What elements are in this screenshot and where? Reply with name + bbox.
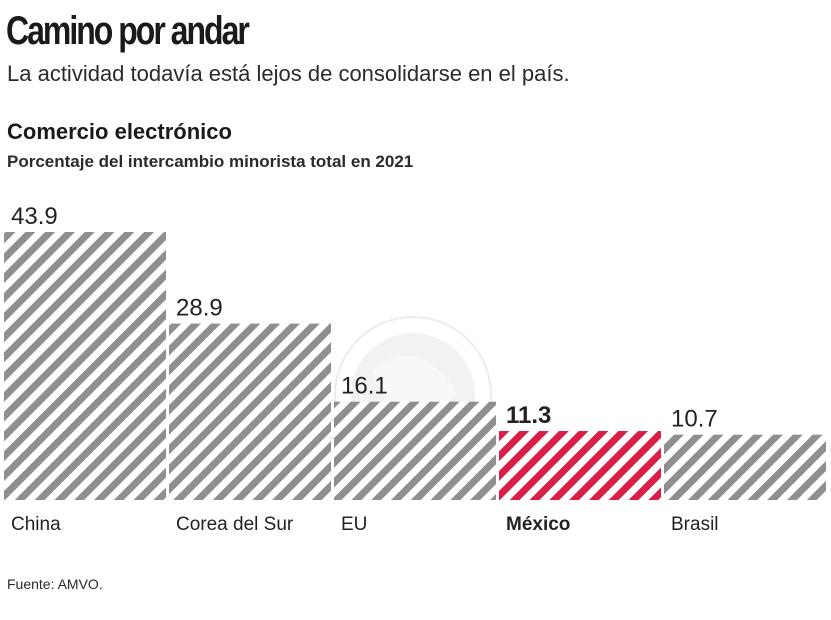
bar-corea-del-sur [169, 323, 331, 500]
category-label-corea-del-sur: Corea del Sur [176, 514, 294, 535]
value-label-brasil: 10.7 [671, 406, 718, 433]
bar-china [4, 232, 166, 500]
category-label-china: China [11, 514, 61, 535]
page-title: Camino por andar [6, 9, 250, 53]
source-note: Fuente: AMVO. [7, 576, 103, 592]
category-label-eu: EU [341, 514, 367, 535]
value-label-china: 43.9 [11, 203, 58, 230]
bar-brasil [664, 434, 826, 500]
chart-subtitle: Porcentaje del intercambio minorista tot… [7, 152, 414, 171]
bar-eu [334, 401, 496, 500]
bar-mexico [499, 431, 661, 500]
value-label-mexico: 11.3 [506, 402, 551, 429]
value-label-eu: 16.1 [341, 373, 388, 400]
category-label-mexico: México [506, 514, 570, 535]
category-label-brasil: Brasil [671, 514, 719, 535]
value-label-corea-del-sur: 28.9 [176, 295, 223, 322]
chart-title: Comercio electrónico [7, 119, 232, 144]
page-subtitle: La actividad todavía está lejos de conso… [7, 61, 570, 86]
